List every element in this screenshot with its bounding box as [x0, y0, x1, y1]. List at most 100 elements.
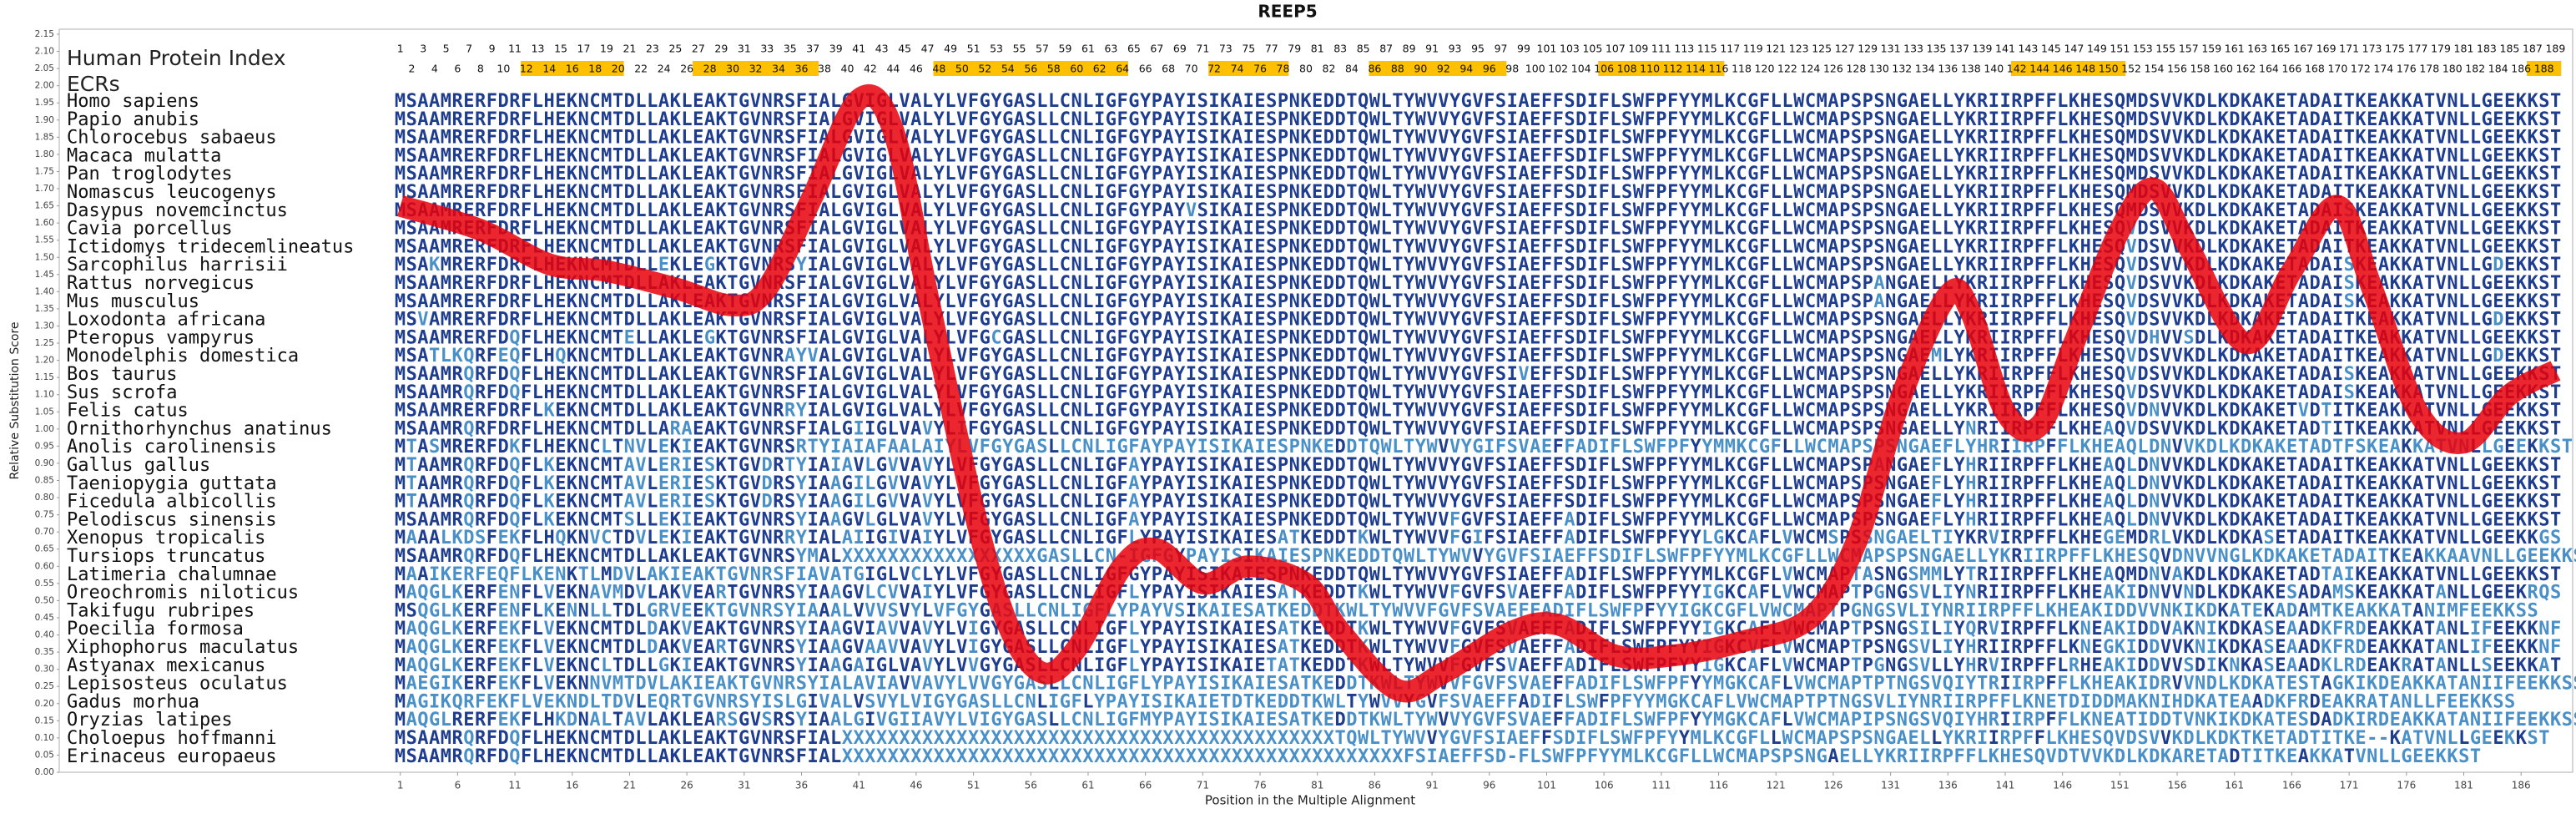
substitution: V: [922, 418, 933, 439]
substitution: S: [2183, 327, 2194, 348]
index-number: 72: [1207, 63, 1221, 75]
index-number: 101: [1537, 43, 1557, 55]
index-number: 138: [1961, 63, 1981, 75]
species-name: Papio anubis: [67, 109, 199, 130]
species-name: Bos taurus: [67, 364, 177, 385]
index-number: 7: [466, 43, 472, 55]
substitution: LCNLIGFAYPAYISIKAIESPNKE: [1060, 437, 1334, 458]
conserved: FLHEKNCMTDLLAKLEAKTGVNRS: [521, 546, 795, 567]
conserved: RIIRPFFLKHE: [1977, 455, 2103, 476]
index-number: 142: [2007, 63, 2027, 75]
y-tick-label: 0.15: [35, 715, 54, 726]
conserved: E: [693, 473, 703, 494]
conserved: LY: [1943, 509, 1966, 530]
index-number: 52: [978, 63, 991, 75]
index-number: 108: [1617, 63, 1637, 75]
substitution: V: [922, 455, 933, 476]
conserved: D: [2137, 455, 2148, 476]
index-number: 27: [692, 43, 705, 55]
x-tick-label: 156: [2168, 780, 2187, 791]
conserved: KEAKKATVNLLGEEKKST: [2355, 200, 2561, 221]
index-number: 12: [520, 63, 533, 75]
substitution: V: [888, 492, 899, 513]
conserved: M: [395, 473, 406, 494]
conserved: EA: [693, 583, 715, 604]
substitution: I: [681, 437, 692, 458]
conserved: D: [2137, 401, 2148, 422]
x-tick-label: 41: [853, 780, 865, 791]
index-number: 170: [2327, 63, 2347, 75]
substitution: H: [1965, 473, 1976, 494]
substitution: V: [2126, 346, 2137, 367]
conserved: LL: [635, 509, 658, 530]
conserved: D: [2229, 746, 2240, 767]
conserved: KTGV: [716, 455, 761, 476]
substitution: Q: [509, 473, 520, 494]
substitution: V: [1782, 528, 1792, 549]
substitution: Q: [509, 746, 520, 767]
y-tick-label: 0.90: [35, 458, 54, 468]
species-name: Sarcophilus harrisii: [67, 255, 288, 276]
index-number: 131: [1881, 43, 1901, 55]
y-tick-label: 0.85: [35, 476, 54, 486]
substitution: L: [601, 437, 612, 458]
sequence: MSAAMRERFDRFLHEKNCMTDLLAKLEAKTGVNRSFIALG…: [395, 291, 2561, 312]
conserved: VV: [2160, 327, 2183, 348]
sequence: MSAAMRERFDRFLHEKNCMTDLLAKLEAKTGVNRSFIALG…: [395, 164, 2561, 185]
y-tick-label: 0.00: [35, 767, 54, 777]
index-number: 23: [646, 43, 659, 55]
index-number: 154: [2145, 63, 2165, 75]
conserved: RFD: [475, 455, 509, 476]
conserved: F: [486, 528, 497, 549]
substitution: A: [1873, 273, 1884, 294]
conserved: R: [2011, 546, 2023, 567]
conserved: V: [2172, 437, 2183, 458]
ecr-region: [1369, 61, 1507, 76]
index-number: 185: [2500, 43, 2520, 55]
conserved: V: [1438, 437, 1449, 458]
substitution: K: [543, 492, 555, 513]
index-number: 29: [714, 43, 728, 55]
conserved: D: [2137, 509, 2148, 530]
species-name: Mus musculus: [67, 291, 199, 312]
conserved: IA: [807, 492, 829, 513]
substitution: EK: [497, 528, 521, 549]
index-number: 51: [967, 43, 980, 55]
conserved: G: [876, 455, 887, 476]
index-number: 75: [1242, 43, 1255, 55]
conserved: Q: [2115, 455, 2125, 476]
x-tick-label: 71: [1197, 780, 1209, 791]
substitution: A: [2103, 564, 2114, 585]
index-number: 73: [1219, 43, 1233, 55]
sequence: MSAAMRQRFDQFLHEKNCMTDLLAKLEAKTGVNRSFIALG…: [395, 364, 2561, 385]
substitution: C: [910, 564, 921, 585]
conserved: WLTYWVV: [1369, 528, 1449, 549]
conserved: MSAAMRERFDRFLHEKNCMTDLLAKLEAKTGVNRSFIALG…: [395, 219, 2125, 240]
substitution: D: [762, 455, 773, 476]
index-number: 102: [1548, 63, 1568, 75]
index-number: 65: [1127, 43, 1141, 55]
conserved: MSAAMRERFDRFL: [395, 401, 543, 422]
substitution: V: [1989, 528, 1999, 549]
sequence: MSAAMRQRFDQFLHEKNCMTDLLAKLEAKTGVNRSFIALX…: [395, 746, 2481, 767]
substitution: LCV: [865, 583, 899, 604]
index-number: 182: [2465, 63, 2485, 75]
substitution: V: [2126, 291, 2137, 312]
index-number: 162: [2236, 63, 2256, 75]
conserved: GLVA: [876, 509, 921, 530]
conserved: K: [2516, 728, 2528, 749]
substitution: AV: [624, 473, 647, 494]
conserved: YKR: [1954, 528, 1989, 549]
conserved: L: [1782, 437, 1792, 458]
index-number: 144: [2029, 63, 2049, 75]
index-number: 63: [1104, 43, 1117, 55]
substitution: S: [704, 473, 715, 494]
index-number: 89: [1403, 43, 1416, 55]
conserved: EKNCMT: [555, 509, 623, 530]
index-number: 147: [2064, 43, 2084, 55]
substitution: K: [1358, 528, 1369, 549]
index-number: 32: [749, 63, 763, 75]
substitution: A: [1128, 492, 1139, 513]
y-tick-label: 1.40: [35, 286, 54, 296]
x-tick-label: 131: [1881, 780, 1900, 791]
